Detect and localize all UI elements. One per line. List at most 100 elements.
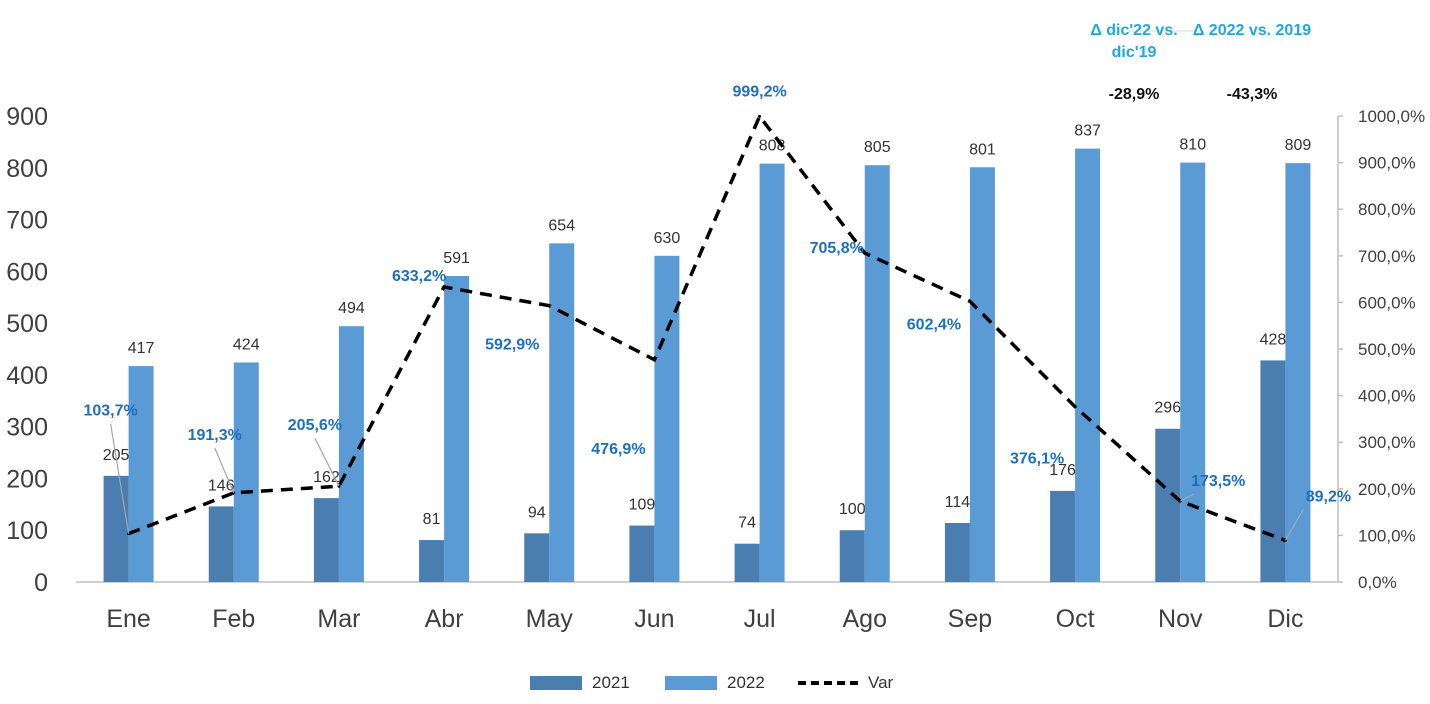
data-label-2022: 837	[1074, 123, 1101, 140]
var-data-label: 205,6%	[288, 417, 342, 434]
bar-2021	[208, 506, 234, 582]
bar-2021	[313, 498, 339, 582]
data-label-2021: 114	[945, 494, 971, 511]
var-data-label: 633,2%	[392, 268, 446, 285]
var-data-label: 592,9%	[485, 337, 539, 354]
x-tick-label: Dic	[1267, 605, 1303, 633]
var-leader-line	[1179, 493, 1194, 502]
annotation-title-year: Δ 2022 vs. 2019	[1192, 22, 1312, 39]
left-tick-label: 200	[6, 465, 48, 493]
data-label-2021: 100	[839, 501, 866, 518]
var-point	[758, 114, 762, 118]
data-label-2022: 801	[969, 141, 996, 158]
bar-2021	[839, 530, 865, 582]
var-leader-line	[1284, 509, 1304, 541]
data-label-2021: 296	[1154, 400, 1181, 417]
var-data-label: 376,1%	[1010, 451, 1064, 468]
var-point	[652, 358, 656, 362]
data-label-2022: 494	[338, 300, 365, 317]
left-tick-label: 900	[6, 103, 48, 131]
x-tick-label: May	[526, 605, 574, 633]
data-label-2022: 805	[864, 139, 891, 156]
bar-2022	[444, 275, 470, 582]
x-tick-label: Ago	[843, 605, 887, 633]
x-tick-label: Mar	[317, 605, 360, 633]
annotation-title-dic: Δ dic'22 vs. dic'19	[1090, 22, 1178, 61]
var-data-label: 476,9%	[591, 441, 645, 458]
bar-2021	[629, 525, 655, 582]
left-tick-label: 300	[6, 414, 48, 442]
var-data-label: 103,7%	[83, 403, 137, 420]
bar-2022	[1075, 148, 1101, 582]
right-tick-label: 300,0%	[1358, 433, 1416, 452]
x-tick-label: Abr	[425, 605, 464, 633]
var-point	[968, 299, 972, 303]
bar-2022	[338, 326, 364, 582]
left-tick-label: 600	[6, 258, 48, 286]
data-label-2022: 809	[1285, 137, 1312, 154]
var-data-label: 999,2%	[732, 83, 786, 100]
data-label-2021: 146	[208, 477, 235, 494]
data-label-2021: 162	[313, 469, 340, 486]
bar-2021	[103, 475, 129, 582]
data-label-2021: 176	[1049, 462, 1076, 479]
var-point	[1073, 405, 1077, 409]
bar-2021	[1050, 490, 1076, 582]
var-data-label: 705,8%	[810, 240, 864, 257]
x-tick-label: Jul	[744, 605, 776, 633]
legend-swatch-2021	[530, 676, 582, 690]
data-label-2021: 81	[423, 511, 441, 528]
data-label-2021: 74	[738, 515, 756, 532]
right-tick-label: 600,0%	[1358, 293, 1416, 312]
annotation-value-year: -43,3%	[1226, 86, 1278, 103]
x-tick-label: Ene	[106, 605, 150, 633]
left-tick-label: 100	[6, 517, 48, 545]
legend-item-var: Var	[798, 673, 893, 693]
bar-2021	[1155, 428, 1181, 582]
data-label-2022: 417	[128, 340, 155, 357]
data-label-2022: 630	[654, 230, 681, 247]
bar-2022	[969, 167, 995, 582]
bar-2022	[549, 243, 575, 582]
var-leader-line	[109, 423, 130, 534]
right-tick-label: 100,0%	[1358, 526, 1416, 545]
var-point	[127, 532, 131, 536]
x-tick-label: Jun	[634, 605, 674, 633]
bar-2021	[524, 533, 550, 582]
legend-item-2021: 2021	[530, 673, 630, 693]
x-tick-label: Nov	[1158, 605, 1203, 633]
left-tick-label: 700	[6, 207, 48, 235]
bar-2021	[734, 543, 760, 582]
bar-2022	[1180, 162, 1206, 582]
x-tick-label: Sep	[948, 605, 992, 633]
legend-swatch-2022	[665, 676, 717, 690]
left-tick-label: 400	[6, 362, 48, 390]
var-data-label: 89,2%	[1306, 488, 1351, 505]
left-tick-label: 800	[6, 155, 48, 183]
bar-2021	[944, 522, 970, 582]
var-data-label: 173,5%	[1191, 473, 1245, 490]
left-tick-label: 500	[6, 310, 48, 338]
var-data-label: 191,3%	[188, 427, 242, 444]
var-point	[863, 251, 867, 255]
x-tick-label: Oct	[1056, 605, 1095, 633]
right-tick-label: 0,0%	[1358, 573, 1397, 592]
bar-2021	[1260, 360, 1286, 582]
legend-label-var: Var	[868, 673, 894, 692]
right-tick-label: 200,0%	[1358, 480, 1416, 499]
bar-2022	[128, 366, 154, 582]
x-tick-label: Feb	[212, 605, 255, 633]
legend-item-2022: 2022	[665, 673, 765, 693]
bar-2022	[864, 165, 890, 582]
right-tick-label: 1000,0%	[1358, 107, 1425, 126]
var-leader-line	[314, 437, 340, 487]
data-label-2021: 94	[528, 504, 546, 521]
data-label-2022: 424	[233, 336, 260, 353]
legend-swatch-var	[798, 681, 858, 685]
var-point	[442, 285, 446, 289]
right-tick-label: 700,0%	[1358, 247, 1416, 266]
legend-label-2022: 2022	[727, 673, 765, 692]
bar-2022	[654, 255, 680, 583]
right-tick-label: 900,0%	[1358, 154, 1416, 173]
